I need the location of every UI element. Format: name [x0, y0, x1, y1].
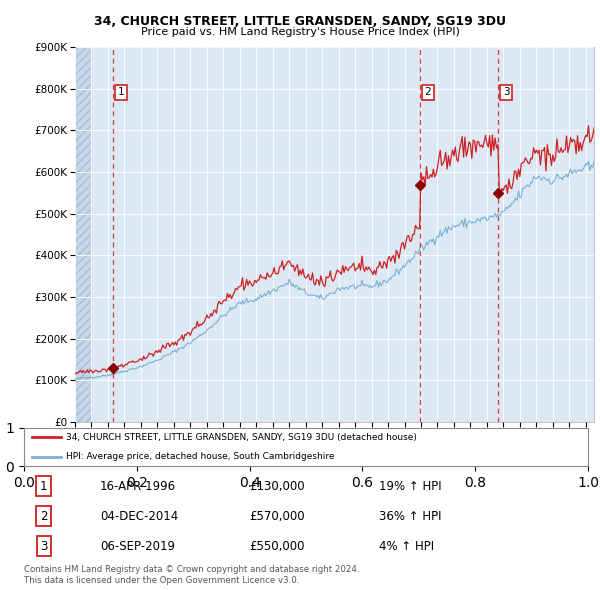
Text: 1: 1	[40, 480, 47, 493]
Text: 34, CHURCH STREET, LITTLE GRANSDEN, SANDY, SG19 3DU (detached house): 34, CHURCH STREET, LITTLE GRANSDEN, SAND…	[66, 433, 417, 442]
Text: £550,000: £550,000	[250, 540, 305, 553]
Text: 4% ↑ HPI: 4% ↑ HPI	[379, 540, 434, 553]
Text: Price paid vs. HM Land Registry's House Price Index (HPI): Price paid vs. HM Land Registry's House …	[140, 27, 460, 37]
Text: HPI: Average price, detached house, South Cambridgeshire: HPI: Average price, detached house, Sout…	[66, 452, 335, 461]
Text: £130,000: £130,000	[250, 480, 305, 493]
Text: 1: 1	[118, 87, 124, 97]
Text: 19% ↑ HPI: 19% ↑ HPI	[379, 480, 442, 493]
Text: 2: 2	[40, 510, 47, 523]
Text: 06-SEP-2019: 06-SEP-2019	[100, 540, 175, 553]
Text: 2: 2	[425, 87, 431, 97]
Bar	[75, 47, 91, 422]
Text: £570,000: £570,000	[250, 510, 305, 523]
Text: 16-APR-1996: 16-APR-1996	[100, 480, 176, 493]
Text: This data is licensed under the Open Government Licence v3.0.: This data is licensed under the Open Gov…	[24, 576, 299, 585]
Text: 3: 3	[40, 540, 47, 553]
Text: Contains HM Land Registry data © Crown copyright and database right 2024.: Contains HM Land Registry data © Crown c…	[24, 565, 359, 574]
Text: 04-DEC-2014: 04-DEC-2014	[100, 510, 178, 523]
Text: 3: 3	[503, 87, 509, 97]
Text: 36% ↑ HPI: 36% ↑ HPI	[379, 510, 442, 523]
Text: 34, CHURCH STREET, LITTLE GRANSDEN, SANDY, SG19 3DU: 34, CHURCH STREET, LITTLE GRANSDEN, SAND…	[94, 15, 506, 28]
Bar	[75, 47, 91, 422]
